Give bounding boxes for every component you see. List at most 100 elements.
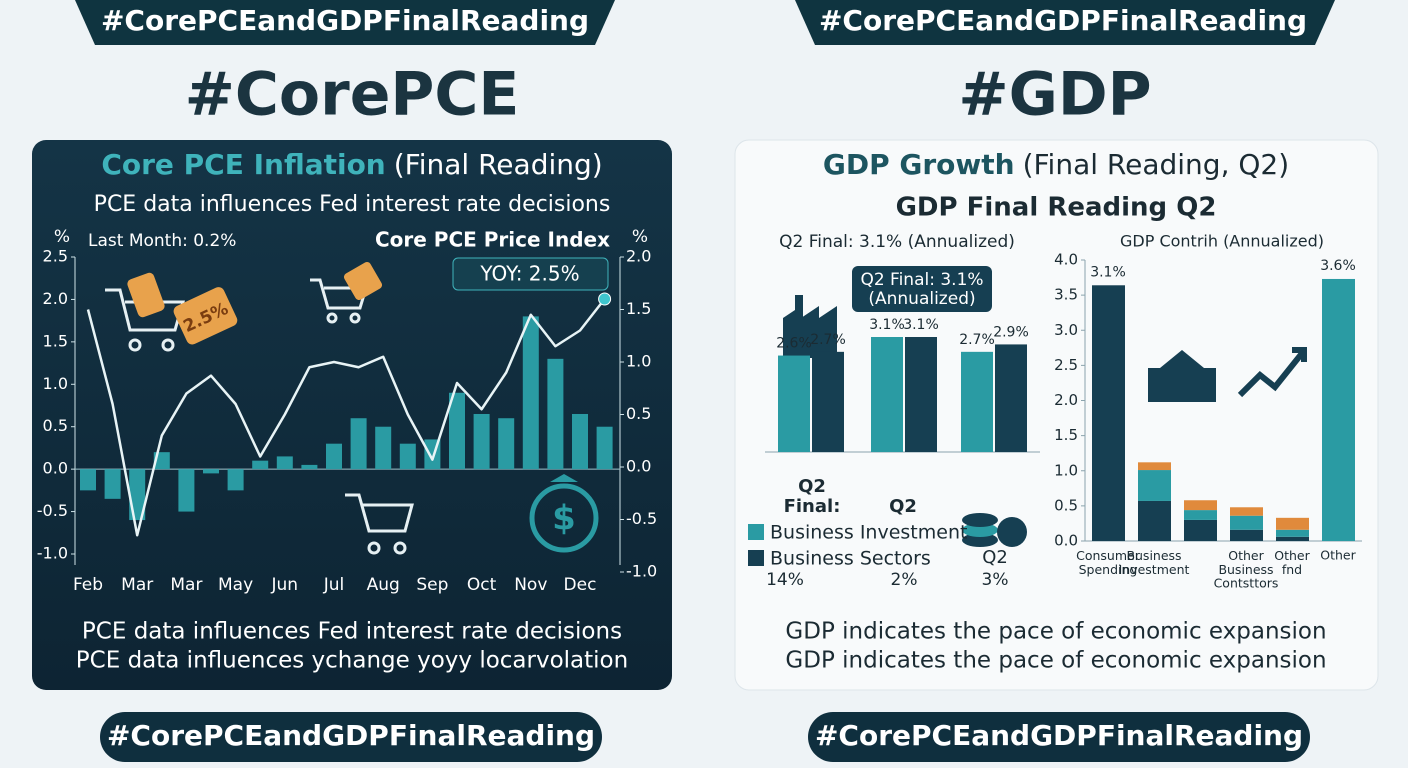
chart-title: GDP Contrih (Annualized) — [1120, 232, 1324, 251]
bar — [473, 413, 490, 470]
y-tick-label: 0.5 — [43, 416, 68, 435]
note: Q2 — [889, 496, 917, 517]
y-tick-label: 3.5 — [1054, 286, 1078, 304]
panel-subtitle: PCE data influences Fed interest rate de… — [94, 192, 611, 217]
x-tick-label: Mar — [170, 575, 202, 595]
dollar-sign: $ — [552, 499, 576, 539]
y2-tick-label: 2.0 — [626, 247, 651, 266]
factory-icon — [783, 295, 837, 358]
y2-tick-label: -0.5 — [626, 509, 657, 528]
y2-tick-label: -1.0 — [626, 562, 657, 581]
y-tick-label: 0.0 — [1054, 532, 1078, 550]
note: 3% — [982, 570, 1009, 590]
bar — [871, 337, 903, 452]
hashtag: #CorePCEandGDPFinalReading — [107, 719, 595, 752]
note: Q2 — [982, 547, 1008, 568]
note: Q2 — [798, 476, 826, 497]
chart-title: Q2 Final: 3.1% (Annualized) — [779, 232, 1015, 252]
bar — [522, 316, 539, 470]
bar — [104, 469, 121, 499]
bar — [905, 337, 937, 452]
growth-icon — [1237, 347, 1307, 398]
bar — [596, 426, 613, 470]
x-tick-label: Other fnd — [1274, 548, 1310, 577]
heading: #GDP — [958, 60, 1151, 130]
panel-title: Core PCE Inflation (Final Reading) — [101, 148, 602, 181]
y-tick-label: 0.5 — [1054, 496, 1078, 514]
title-suffix: (Final Reading) — [394, 148, 603, 181]
y2-tick-label: 1.5 — [626, 299, 651, 318]
x-tick-label: Feb — [73, 575, 103, 595]
bar — [961, 351, 993, 452]
end-marker — [598, 292, 612, 306]
bar — [572, 413, 588, 470]
x-tick-label: May — [218, 575, 253, 595]
callout-box — [852, 266, 992, 312]
building-icon — [1148, 350, 1216, 402]
legend-label: Business Sectors — [770, 548, 931, 570]
note: Final: — [784, 496, 841, 517]
bar-segment — [1138, 500, 1171, 541]
panel-footer: PCE data influences Fed interest rate de… — [82, 619, 622, 645]
callout: (Annualized) — [868, 289, 975, 309]
x-tick-label: Consumer Spending — [1076, 548, 1141, 577]
bar — [227, 469, 244, 491]
value-label: 2.7% — [959, 332, 995, 348]
heading: #CorePCE — [185, 60, 520, 130]
bar-segment — [1092, 285, 1125, 541]
panel-footer: GDP indicates the pace of economic expan… — [785, 619, 1326, 645]
bar-segment — [1230, 515, 1263, 530]
bar-segment — [1230, 529, 1263, 541]
panel-title: GDP Growth (Final Reading, Q2) — [823, 148, 1289, 181]
x-tick-label: Jul — [323, 575, 345, 595]
value-label: 3.1% — [869, 317, 905, 333]
bar — [326, 443, 342, 470]
y-tick-label: 1.5 — [1054, 426, 1078, 444]
bar-segment — [1276, 536, 1309, 541]
bar-segment — [1138, 470, 1171, 501]
panel-footer: GDP indicates the pace of economic expan… — [785, 648, 1326, 674]
panel-footer: PCE data influences ychange yoyy locarvo… — [76, 648, 628, 674]
bar — [276, 456, 293, 470]
legend-label: Business Investment — [770, 522, 967, 544]
bar-segment — [1230, 507, 1263, 516]
bar — [203, 469, 219, 474]
bar — [778, 355, 810, 452]
annotation: YOY: 2.5% — [479, 262, 579, 286]
y-tick-label: -0.5 — [37, 501, 68, 520]
y2-tick-label: 1.0 — [626, 352, 651, 371]
y-tick-label: 1.5 — [43, 331, 68, 350]
annotation: Last Month: 0.2% — [88, 231, 236, 251]
bottom-pill — [100, 712, 602, 762]
legend-swatch — [748, 550, 764, 566]
axis-unit: % — [632, 227, 648, 247]
top-tab — [795, 0, 1335, 45]
y-tick-label: 3.0 — [1054, 321, 1078, 339]
title-main: GDP Growth — [823, 148, 1015, 181]
bar-segment — [1276, 517, 1309, 530]
annotation: 3.6% — [1320, 258, 1356, 274]
y2-tick-label: 0.0 — [626, 457, 651, 476]
bar — [547, 358, 564, 470]
y-tick-label: 0.0 — [43, 459, 68, 478]
bar — [178, 469, 195, 512]
panel-subtitle: GDP Final Reading Q2 — [896, 193, 1217, 223]
bar — [399, 443, 416, 470]
legend-swatch — [748, 524, 764, 540]
note: 2% — [891, 570, 918, 590]
annotation: Core PCE Price Index — [375, 228, 610, 252]
title-suffix: (Final Reading, Q2) — [1023, 148, 1290, 181]
bar — [301, 464, 318, 470]
y-tick-label: 2.5 — [43, 247, 68, 266]
x-tick-label: Jun — [271, 575, 299, 595]
annotation: 3.1% — [1090, 264, 1126, 280]
value-label: 2.7% — [810, 332, 846, 348]
bottom-pill — [808, 712, 1310, 762]
bar — [498, 418, 515, 470]
x-tick-label: Aug — [367, 575, 400, 595]
y-tick-label: 2.0 — [1054, 391, 1078, 409]
x-tick-label: Nov — [514, 575, 547, 595]
axis-unit: % — [54, 227, 70, 247]
hashtag: #CorePCEandGDPFinalReading — [819, 4, 1307, 37]
